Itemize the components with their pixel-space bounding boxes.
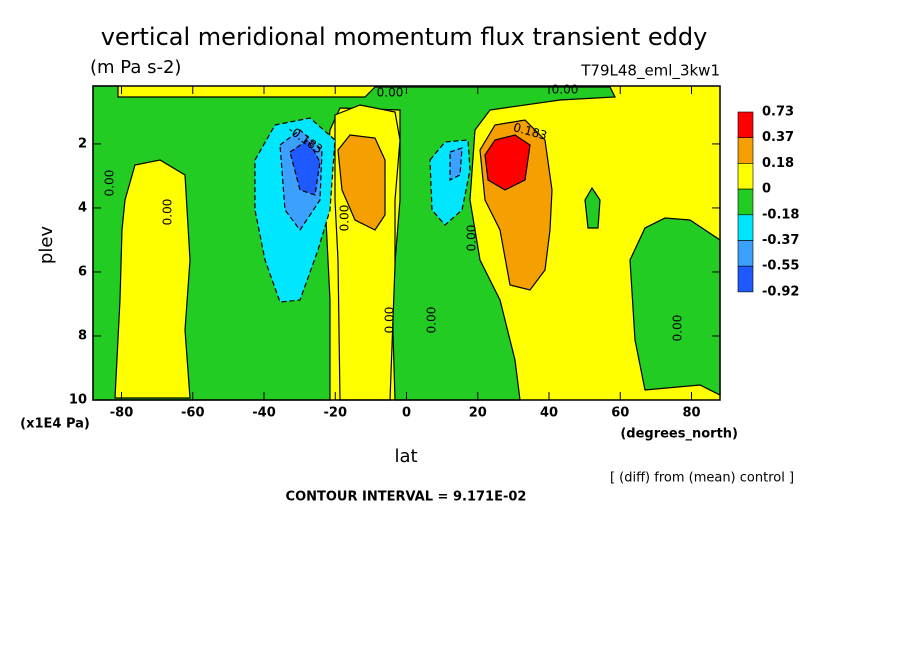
contour-label: 0.00 [671, 315, 685, 342]
colorbar-swatch [737, 214, 754, 241]
contour-field: 0.00 0.000.000.00 0.000.000.00 0.00 0.00-0.1… [92, 83, 721, 401]
colorbar-label: 0.73 [762, 105, 794, 120]
contour-band [629, 217, 721, 396]
y-tick-label: 2 [78, 136, 87, 151]
x-tick-label: -40 [252, 406, 276, 421]
contour-band [449, 147, 463, 181]
x-axis-label: lat [394, 446, 417, 467]
contour-label: 0.00 [161, 199, 175, 226]
contour-label: 0.00 [377, 86, 404, 100]
colorbar-label: -0.37 [762, 233, 799, 248]
contour-label: 0.00 [425, 307, 439, 334]
x-tick-label: 80 [682, 406, 700, 421]
dataset-label: T79L48_eml_3kw1 [580, 62, 720, 81]
colorbar-label: 0 [762, 182, 771, 197]
colorbar-label: -0.92 [762, 284, 799, 299]
y-tick-label: 4 [78, 200, 87, 215]
contour-interval: CONTOUR INTERVAL = 9.171E-02 [286, 490, 527, 505]
x-tick-label: 0 [402, 406, 411, 421]
contour-label: 0.00 [338, 205, 352, 232]
colorbar-swatch [737, 137, 754, 164]
colorbar-label: 0.18 [762, 156, 794, 171]
colorbar-swatch [737, 163, 754, 190]
colorbar-swatch [737, 111, 754, 139]
contour-band [584, 186, 601, 229]
x-tick-label: 20 [469, 406, 487, 421]
contour-label: 0.00 [103, 170, 117, 197]
x-axis-units: (degrees_north) [620, 427, 738, 442]
y-tick-label: 6 [78, 264, 87, 279]
contour-band [484, 134, 531, 191]
contour-band [114, 159, 191, 399]
contour-label: 0.00 [383, 307, 397, 334]
contour-label: 0.00 [552, 83, 579, 97]
x-tick-label: 60 [611, 406, 629, 421]
y-axis-units: (x1E4 Pa) [20, 417, 90, 432]
x-tick-label: -20 [324, 406, 348, 421]
chart-title: vertical meridional momentum flux transi… [101, 23, 708, 51]
contour-band [337, 134, 386, 231]
colorbar-swatch [737, 265, 754, 293]
y-axis-label: plev [36, 226, 57, 265]
x-tick-label: -80 [110, 406, 134, 421]
y-tick-label: 10 [69, 393, 87, 408]
colorbar-swatch [737, 240, 754, 267]
colorbar-label: 0.37 [762, 130, 794, 145]
chart-subtitle: (m Pa s-2) [90, 57, 181, 78]
contour-label: 0.00 [465, 225, 479, 252]
colorbar-swatch [737, 188, 754, 216]
x-tick-label: 40 [540, 406, 558, 421]
contour-band [289, 139, 321, 196]
x-tick-label: -60 [181, 406, 205, 421]
y-tick-label: 8 [78, 328, 87, 343]
colorbar-label: -0.18 [762, 207, 799, 222]
colorbar-label: -0.55 [762, 259, 799, 274]
note: [ (diff) from (mean) control ] [610, 471, 794, 486]
